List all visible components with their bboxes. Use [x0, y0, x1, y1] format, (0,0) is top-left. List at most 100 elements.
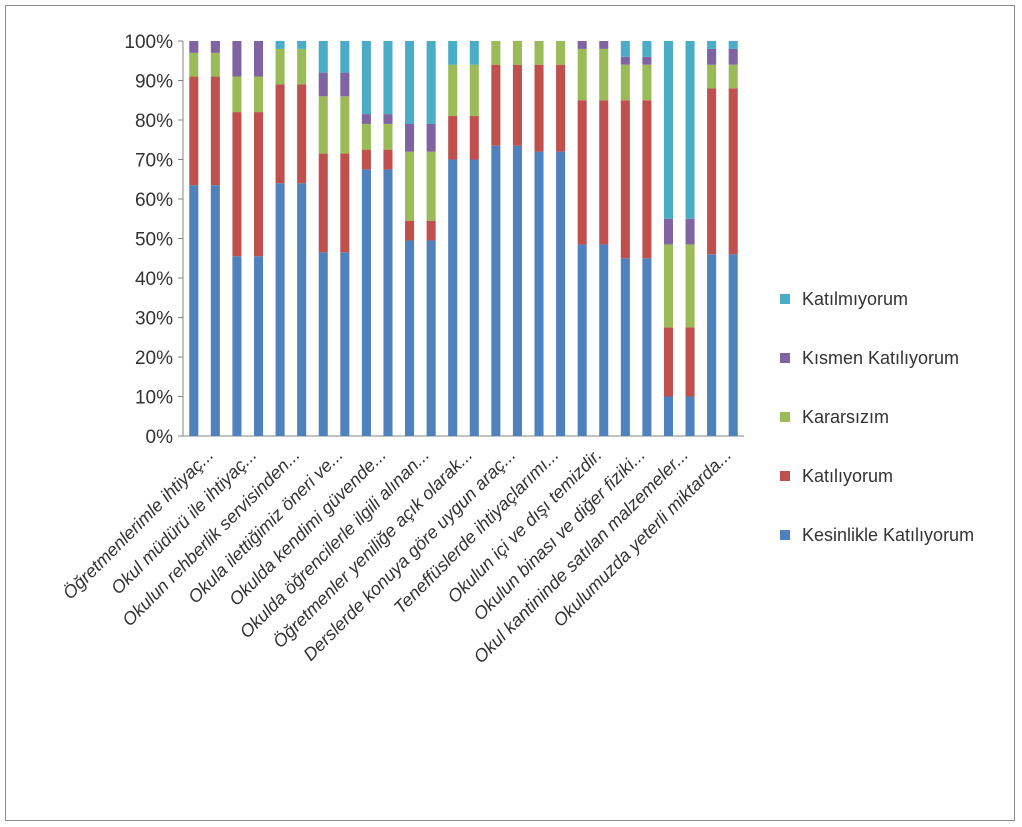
bar-segment-kısmen-katılıyorum [599, 41, 609, 49]
bar-segment-kesinlikle-katılıyorum [469, 159, 479, 436]
bar-segment-katılıyorum [448, 116, 458, 160]
y-tick-label: 90% [135, 72, 173, 93]
bar-segment-katılmıyorum [642, 41, 652, 57]
legend-label: Katılıyorum [802, 466, 893, 486]
bar-segment-katılıyorum [383, 149, 393, 170]
bar-segment-katılmıyorum [405, 41, 415, 124]
bar-segment-kararsızım [685, 244, 695, 328]
bar-segment-kararsızım [189, 52, 199, 77]
y-tick-label: 70% [135, 151, 173, 172]
bar-segment-kararsızım [663, 244, 674, 328]
bar-segment-kısmen-katılıyorum [707, 48, 717, 65]
legend-swatch [780, 471, 790, 481]
bar-segment-kararsızım [275, 48, 285, 85]
bar-segment-kesinlikle-katılıyorum [340, 252, 350, 436]
bar-segment-katılmıyorum [707, 41, 717, 49]
bar-segment-katılıyorum [620, 100, 630, 259]
bar-segment-kısmen-katılıyorum [405, 123, 415, 152]
bar-segment-kararsızım [599, 48, 609, 101]
bar-segment-kısmen-katılıyorum [232, 41, 242, 77]
bar-segment-kesinlikle-katılıyorum [707, 254, 717, 436]
bar-segment-katılmıyorum [426, 41, 436, 124]
bar-segment-kısmen-katılıyorum [318, 72, 328, 97]
y-axis: 0% 10% 20% 30% 40% 50% 60% 70% 80% 90% 100% [124, 32, 744, 448]
bar-segment-katılıyorum [426, 220, 436, 241]
bar-segment-kesinlikle-katılıyorum [189, 185, 199, 436]
bars [189, 41, 738, 437]
bar-segment-katılmıyorum [663, 41, 674, 219]
legend-label: Kısmen Katılıyorum [802, 348, 959, 368]
bar-segment-katılıyorum [405, 220, 415, 241]
y-tick-label: 20% [135, 348, 173, 369]
legend: Katılmıyorum Kısmen Katılıyorum Kararsızım… [780, 289, 974, 545]
bar-segment-katılıyorum [685, 327, 695, 397]
bar-segment-katılmıyorum [383, 41, 393, 115]
bar-segment-kısmen-katılıyorum [189, 41, 199, 53]
bar-segment-kısmen-katılıyorum [728, 48, 738, 65]
y-tick-label: 30% [135, 309, 173, 330]
bar-segment-kesinlikle-katılıyorum [577, 244, 587, 436]
bar-segment-kısmen-katılıyorum [383, 114, 393, 124]
bar-segment-kararsızım [448, 64, 458, 117]
bar-segment-katılıyorum [232, 112, 242, 257]
bar-segment-katılmıyorum [728, 41, 738, 49]
bar-segment-kararsızım [426, 151, 436, 221]
bar-segment-kısmen-katılıyorum [663, 218, 674, 245]
y-tick-label: 100% [124, 32, 173, 53]
bar-segment-kararsızım [383, 123, 393, 150]
bar-segment-kararsızım [405, 151, 415, 221]
bar-segment-katılıyorum [318, 153, 328, 253]
bar-segment-kararsızım [707, 64, 717, 89]
bar-segment-katılıyorum [469, 116, 479, 160]
bar-segment-kararsızım [556, 41, 566, 65]
bar-segment-kararsızım [577, 48, 587, 101]
bar-segment-kesinlikle-katılıyorum [361, 169, 371, 437]
bar-segment-katılmıyorum [340, 41, 350, 73]
bar-segment-kısmen-katılıyorum [642, 56, 652, 65]
bar-segment-katılıyorum [491, 64, 501, 146]
legend-label: Katılmıyorum [802, 289, 908, 309]
bar-segment-kesinlikle-katılıyorum [512, 145, 522, 436]
bar-segment-kararsızım [318, 96, 328, 154]
x-axis-labels: Öğretmenlerimle ihtiyaç...Okul müdürü il… [59, 445, 735, 667]
bar-segment-katılıyorum [599, 100, 609, 245]
bar-segment-kesinlikle-katılıyorum [383, 169, 393, 437]
bar-segment-katılıyorum [534, 64, 544, 152]
bar-segment-kesinlikle-katılıyorum [599, 244, 609, 436]
bar-segment-kararsızım [253, 76, 264, 113]
bar-segment-katılmıyorum [685, 41, 695, 219]
bar-segment-katılıyorum [275, 84, 285, 184]
y-tick-label: 50% [135, 230, 173, 251]
bar-segment-kararsızım [728, 64, 738, 89]
bar-segment-kesinlikle-katılıyorum [297, 183, 307, 436]
bar-segment-kararsızım [210, 52, 220, 77]
legend-swatch [780, 294, 790, 304]
bar-segment-kesinlikle-katılıyorum [232, 256, 242, 436]
bar-segment-katılıyorum [642, 100, 652, 259]
bar-segment-katılmıyorum [448, 41, 458, 65]
y-tick-label: 60% [135, 190, 173, 211]
bar-segment-katılıyorum [361, 149, 371, 170]
y-tick-label: 0% [146, 427, 174, 448]
legend-label: Kesinlikle Katılıyorum [802, 525, 974, 545]
bar-segment-katılmıyorum [275, 41, 285, 49]
bar-segment-katılıyorum [512, 64, 522, 146]
bar-segment-kararsızım [512, 41, 522, 65]
bar-segment-kararsızım [340, 96, 350, 154]
bar-segment-katılmıyorum [469, 41, 479, 65]
bar-segment-kesinlikle-katılıyorum [663, 396, 674, 436]
bar-segment-kesinlikle-katılıyorum [405, 240, 415, 436]
bar-segment-katılıyorum [189, 76, 199, 186]
bar-segment-kararsızım [469, 64, 479, 117]
bar-segment-kesinlikle-katılıyorum [491, 145, 501, 436]
bar-segment-kesinlikle-katılıyorum [275, 183, 285, 436]
bar-segment-kısmen-katılıyorum [620, 56, 630, 65]
bar-segment-kesinlikle-katılıyorum [556, 151, 566, 436]
bar-segment-kesinlikle-katılıyorum [253, 256, 264, 436]
bar-segment-katılıyorum [728, 88, 738, 255]
bar-segment-katılıyorum [577, 100, 587, 245]
bar-segment-kesinlikle-katılıyorum [210, 185, 220, 436]
bar-segment-kararsızım [642, 64, 652, 101]
bar-segment-kesinlikle-katılıyorum [728, 254, 738, 436]
